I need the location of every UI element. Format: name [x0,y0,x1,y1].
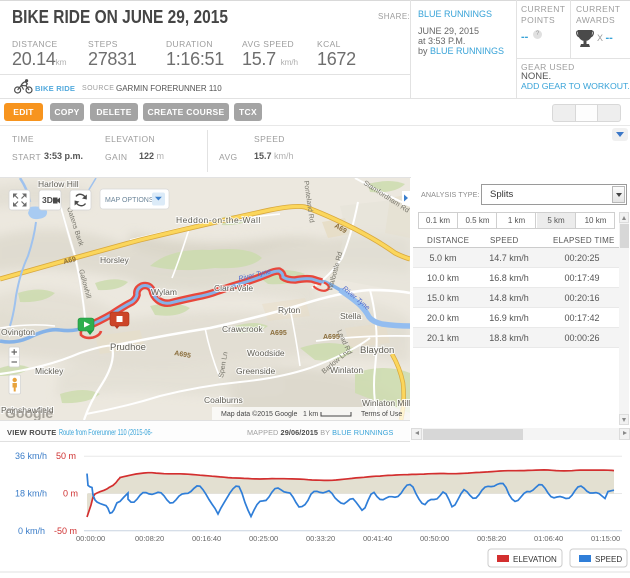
svg-text:00:41:40: 00:41:40 [363,534,392,543]
svg-text:Coalburns: Coalburns [204,395,243,405]
svg-text:1 km: 1 km [303,411,318,418]
svg-text:Ovington: Ovington [1,327,35,337]
svg-text:Google: Google [5,405,53,420]
svg-text:50 m: 50 m [56,451,76,461]
svg-text:Winlaton Mill: Winlaton Mill [362,398,410,408]
svg-text:0 km/h: 0 km/h [18,526,45,536]
svg-text:01:06:40: 01:06:40 [534,534,563,543]
svg-text:0 m: 0 m [63,489,78,499]
svg-text:Winlaton: Winlaton [330,365,363,375]
svg-text:Crawcrook: Crawcrook [222,324,263,334]
svg-text:00:08:20: 00:08:20 [135,534,164,543]
svg-text:Harlow Hill: Harlow Hill [38,179,79,189]
svg-text:Prudhoe: Prudhoe [110,342,146,353]
svg-text:Map data ©2015 Google: Map data ©2015 Google [221,410,297,418]
svg-text:Blaydon: Blaydon [360,345,394,356]
svg-text:00:00:00: 00:00:00 [76,534,105,543]
svg-text:Greenside: Greenside [236,366,275,376]
svg-text:Heddon-on-the-Wall: Heddon-on-the-Wall [176,215,261,225]
svg-text:Wylam: Wylam [151,287,177,297]
svg-text:00:16:40: 00:16:40 [192,534,221,543]
svg-text:Mickley: Mickley [35,366,64,376]
svg-text:3D: 3D [42,195,53,205]
svg-text:Ryton: Ryton [278,305,300,315]
svg-text:Horsley: Horsley [100,255,130,265]
svg-text:00:50:00: 00:50:00 [420,534,449,543]
svg-text:Spen Ln: Spen Ln [218,351,229,378]
svg-text:Painshawfield: Painshawfield [1,405,54,415]
svg-text:Stella: Stella [340,311,362,321]
svg-text:Terms of Use: Terms of Use [361,411,402,418]
svg-text:SPEED: SPEED [595,555,622,564]
svg-text:MAP OPTIONS: MAP OPTIONS [105,197,154,204]
svg-text:Woodside: Woodside [247,348,285,358]
svg-text:00:58:20: 00:58:20 [477,534,506,543]
svg-text:A69: A69 [63,256,77,266]
svg-text:A695: A695 [323,334,340,341]
svg-text:18 km/h: 18 km/h [15,489,47,499]
svg-text:A695: A695 [174,350,192,360]
svg-text:-50 m: -50 m [54,526,77,536]
svg-text:Clara Vale: Clara Vale [214,283,253,293]
svg-text:00:25:00: 00:25:00 [249,534,278,543]
svg-text:A695: A695 [270,330,287,337]
svg-text:ELEVATION: ELEVATION [513,555,557,564]
svg-text:01:15:00: 01:15:00 [591,534,620,543]
svg-text:00:33:20: 00:33:20 [306,534,335,543]
svg-text:36 km/h: 36 km/h [15,451,47,461]
